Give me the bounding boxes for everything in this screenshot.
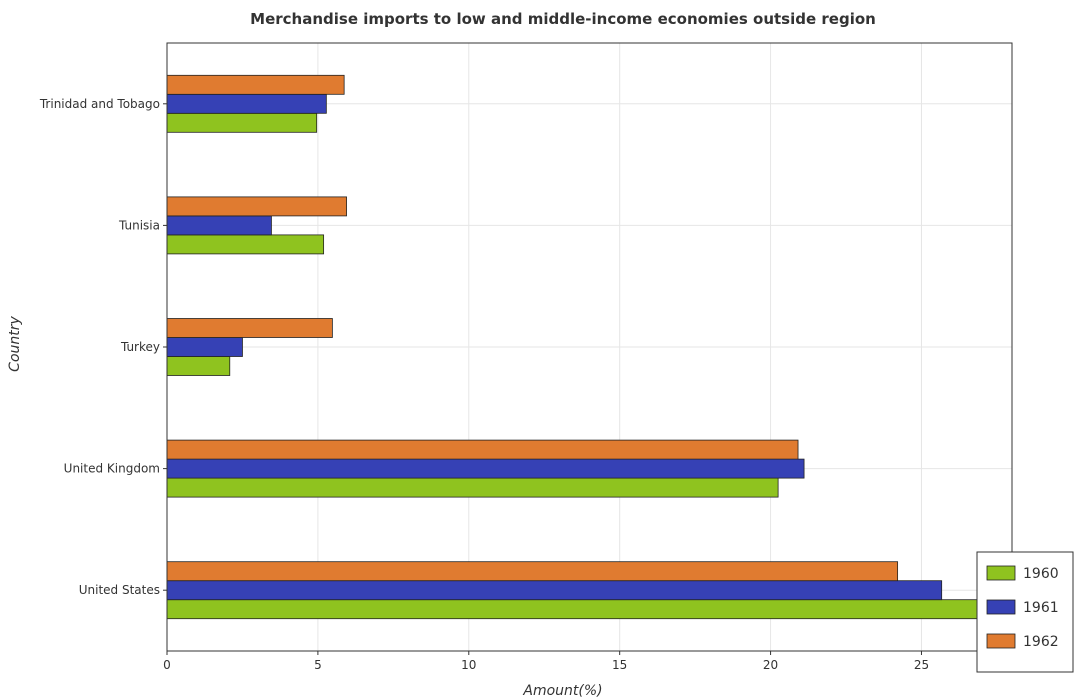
y-tick-label: Tunisia (118, 218, 160, 232)
bar-1960 (166, 477, 779, 498)
x-tick-label: 20 (763, 658, 778, 672)
ticks-layer: 0 5 10 15 20 25 Trinidad and Tobago Tunisia Turk… (39, 97, 929, 672)
bar-1961 (166, 337, 243, 357)
bar-1960 (166, 599, 979, 620)
x-tick-label: 25 (914, 658, 929, 672)
x-axis-label: Amount(%) (522, 683, 602, 699)
legend-label: 1961 (1023, 600, 1059, 616)
legend-swatch (986, 565, 1016, 581)
bar-1962 (166, 561, 899, 582)
bar-1961 (166, 215, 272, 236)
bar-1960 (166, 356, 231, 376)
bar-1960 (166, 234, 325, 255)
legend-swatch (986, 599, 1016, 615)
x-tick-label: 10 (461, 658, 476, 672)
bar-1960 (166, 112, 318, 133)
y-tick-label: United Kingdom (64, 462, 160, 476)
y-axis-label: Country (7, 315, 23, 371)
bar-1962 (166, 74, 345, 95)
bar-1962 (166, 196, 347, 217)
bars-layer (166, 74, 979, 620)
x-tick-label: 0 (163, 658, 171, 672)
legend-label: 1962 (1023, 634, 1059, 650)
x-tick-label: 5 (314, 658, 322, 672)
y-tick-label: Turkey (120, 340, 160, 354)
bar-1962 (166, 318, 333, 338)
y-tick-label: Trinidad and Tobago (39, 97, 160, 111)
y-tick-label: United States (79, 583, 160, 597)
bar-1961 (166, 458, 805, 479)
legend: 1960 1961 1962 (976, 551, 1074, 673)
legend-label: 1960 (1023, 566, 1059, 582)
bar-1962 (166, 439, 799, 460)
grid-layer (166, 43, 1012, 651)
bar-1961 (166, 580, 943, 601)
bar-1961 (166, 93, 327, 114)
legend-swatch (986, 633, 1016, 649)
x-tick-label: 15 (612, 658, 627, 672)
chart-title: Merchandise imports to low and middle-in… (250, 10, 876, 28)
